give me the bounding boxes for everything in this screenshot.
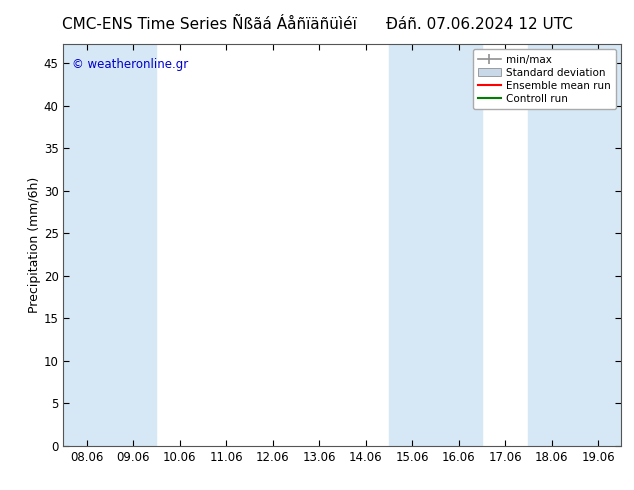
Y-axis label: Precipitation (mm/6h): Precipitation (mm/6h) xyxy=(28,177,41,313)
Bar xyxy=(389,44,482,446)
Bar xyxy=(528,44,621,446)
Legend: min/max, Standard deviation, Ensemble mean run, Controll run: min/max, Standard deviation, Ensemble me… xyxy=(473,49,616,109)
Text: © weatheronline.gr: © weatheronline.gr xyxy=(72,58,188,71)
Text: CMC-ENS Time Series Ñßãá Áåñïäñüìéï      Đáñ. 07.06.2024 12 UTC: CMC-ENS Time Series Ñßãá Áåñïäñüìéï Đáñ.… xyxy=(61,17,573,32)
Bar xyxy=(63,44,157,446)
